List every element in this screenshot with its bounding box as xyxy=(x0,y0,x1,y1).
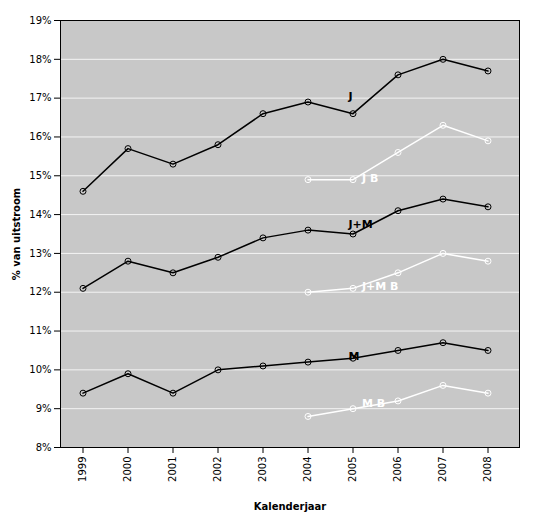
svg-text:13%: 13% xyxy=(29,248,51,259)
svg-text:2008: 2008 xyxy=(482,457,493,482)
svg-text:2004: 2004 xyxy=(302,457,313,482)
svg-text:M: M xyxy=(349,350,360,363)
svg-text:2005: 2005 xyxy=(347,457,358,482)
svg-text:14%: 14% xyxy=(29,209,51,220)
svg-text:J+M B: J+M B xyxy=(361,280,398,293)
svg-text:15%: 15% xyxy=(29,170,51,181)
svg-text:1999: 1999 xyxy=(77,457,88,482)
svg-text:18%: 18% xyxy=(29,54,51,65)
svg-text:16%: 16% xyxy=(29,131,51,142)
svg-text:2006: 2006 xyxy=(392,457,403,482)
svg-text:J B: J B xyxy=(361,172,378,185)
svg-text:9%: 9% xyxy=(36,403,52,414)
svg-text:2002: 2002 xyxy=(212,457,223,482)
svg-text:19%: 19% xyxy=(29,15,51,26)
svg-text:J+M: J+M xyxy=(348,218,373,231)
svg-text:2001: 2001 xyxy=(167,457,178,482)
svg-text:12%: 12% xyxy=(29,286,51,297)
svg-text:% van uitstroom: % van uitstroom xyxy=(11,188,22,281)
svg-text:10%: 10% xyxy=(29,364,51,375)
svg-text:M B: M B xyxy=(362,397,385,410)
svg-text:2003: 2003 xyxy=(257,457,268,482)
svg-text:Kalenderjaar: Kalenderjaar xyxy=(254,501,327,512)
svg-text:J: J xyxy=(348,90,353,103)
svg-text:2007: 2007 xyxy=(437,457,448,482)
svg-text:2000: 2000 xyxy=(122,457,133,482)
svg-text:11%: 11% xyxy=(29,325,51,336)
svg-text:8%: 8% xyxy=(36,442,52,453)
svg-text:17%: 17% xyxy=(29,92,51,103)
